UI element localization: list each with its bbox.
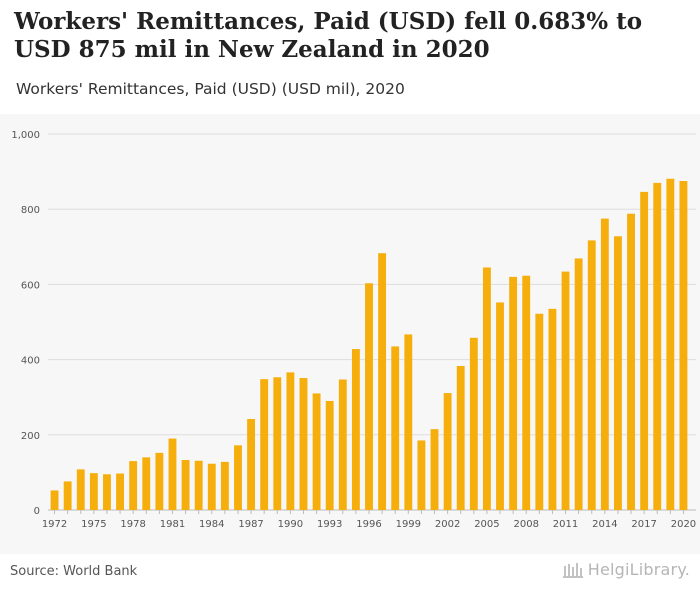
bar [273,377,282,510]
bar [142,457,151,510]
y-tick-label: 0 [34,506,40,517]
bar [443,393,452,510]
bar [207,463,216,510]
chart-area: 0 200 400 600 800 1,000 1972 1975 1978 1981 1984 19… [0,114,700,554]
x-tick-label: 1972 [42,519,67,530]
bar [286,372,295,510]
bar [181,459,190,510]
bar [63,481,72,510]
bar [614,236,622,510]
bar [574,258,583,510]
x-tick-label: 1984 [199,519,224,530]
x-tick-label: 2008 [513,519,538,530]
bar [430,429,439,510]
y-tick-label: 600 [21,280,40,291]
x-tick-label: 2020 [671,519,696,530]
bar [456,365,465,510]
bar [103,474,111,510]
bar [417,440,426,510]
bar [666,178,675,510]
bar [312,393,321,510]
x-tick-label: 2002 [435,519,460,530]
bar [482,267,491,510]
bar [627,213,635,510]
bar [509,276,518,510]
library-icon [562,562,583,578]
bar [89,473,98,510]
x-tick-label: 1981 [160,519,185,530]
bar [155,452,164,510]
x-tick-label: 1978 [120,519,145,530]
y-tick-label: 400 [21,356,40,367]
brand-logo[interactable]: HelgiLibrary. [562,560,690,579]
y-tick-label: 200 [21,431,40,442]
y-tick-label: 800 [21,205,40,216]
x-tick-label: 1996 [356,519,381,530]
x-tick-label: 1987 [238,519,263,530]
bar [194,460,203,510]
chart-subtitle: Workers' Remittances, Paid (USD) (USD mi… [16,80,405,98]
x-tick-label: 1990 [278,519,303,530]
x-tick-label: 2017 [631,519,656,530]
source-note: Source: World Bank [10,564,138,579]
bar [404,334,413,510]
bar [220,461,229,510]
bar [496,302,504,510]
bar [299,378,308,510]
bar [561,271,570,510]
bar-chart: 0 200 400 600 800 1,000 1972 1975 1978 1981 1984 19… [11,130,696,530]
x-tick-label: 2014 [592,519,617,530]
bar [260,379,269,510]
x-tick-label: 2005 [474,519,499,530]
bar [129,461,138,510]
bar [247,419,256,510]
bar [679,181,688,510]
bar [351,349,360,510]
bar [168,438,177,510]
bar [325,400,334,510]
bar [600,218,609,510]
bar [640,191,649,510]
x-tick-label: 1975 [81,519,106,530]
bar [50,490,59,510]
x-tick-label: 2011 [553,519,578,530]
y-tick-label: 1,000 [11,130,40,141]
bar [234,445,242,510]
bar [535,313,544,510]
bar [522,275,531,510]
bar [587,240,596,510]
bar [365,283,373,510]
bar [338,379,347,510]
chart-title: Workers' Remittances, Paid (USD) fell 0.… [14,8,643,63]
brand-name: HelgiLibrary. [587,560,690,579]
x-tick-label: 1993 [317,519,342,530]
bar [76,469,85,510]
bar [391,346,400,510]
x-tick-label: 1999 [396,519,421,530]
bar [653,182,662,510]
bar [378,253,387,510]
bar [469,337,478,510]
bar [548,308,557,510]
bar [116,473,124,510]
